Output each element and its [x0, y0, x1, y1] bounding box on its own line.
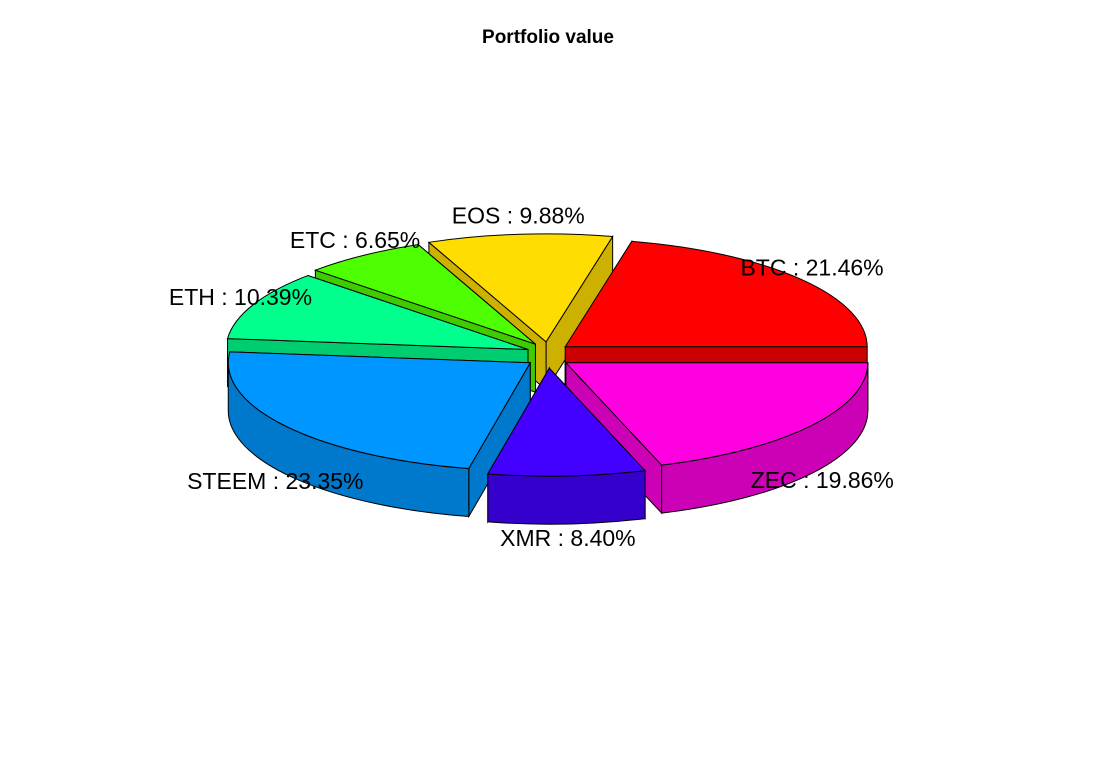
slice-label-eth: ETH : 10.39% [169, 284, 312, 310]
slice-eos [427, 233, 614, 343]
slice-etc [313, 244, 536, 345]
pie-labels: BTC : 21.46% EOS : 9.88% ETC : 6.65% ETH : … [169, 203, 894, 551]
slice-xmr [486, 367, 647, 477]
slice-xmr-outer-wall [487, 470, 646, 525]
slice-label-zec: ZEC : 19.86% [751, 467, 894, 493]
pie-tops [226, 233, 869, 477]
slice-zec [564, 362, 869, 466]
slice-eth [226, 275, 529, 351]
slice-btc [564, 240, 868, 348]
chart-title: Portfolio value [482, 27, 614, 48]
slice-label-btc: BTC : 21.46% [740, 255, 883, 281]
slice-label-etc: ETC : 6.65% [290, 227, 420, 253]
slice-label-xmr: XMR : 8.40% [500, 525, 636, 551]
slice-label-steem: STEEM : 23.35% [187, 468, 363, 494]
slice-label-eos: EOS : 9.88% [452, 203, 585, 229]
slice-steem [227, 351, 532, 470]
